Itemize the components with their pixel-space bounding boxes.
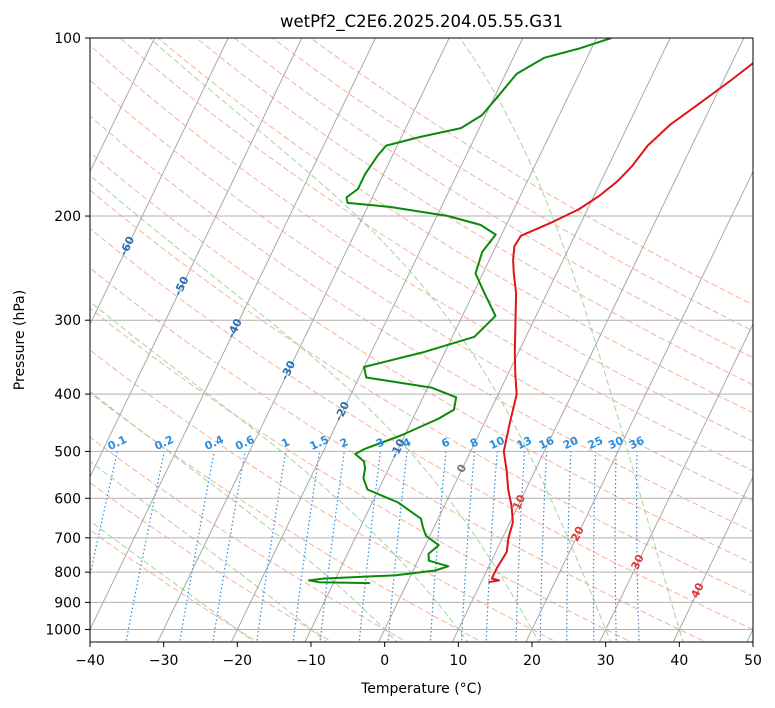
mixing-ratio-line: [614, 451, 617, 642]
mixing-ratio-label: 20: [561, 434, 581, 452]
dewpoint-profile-line: [307, 38, 612, 585]
isotherm-label: 30: [628, 552, 647, 572]
mixing-ratio-line: [515, 451, 526, 642]
isotherm-line: [451, 38, 745, 642]
mixing-ratio-line: [592, 451, 597, 642]
y-tick-label: 500: [54, 444, 81, 460]
isotherm-line: [378, 38, 671, 642]
y-tick-label: 800: [54, 565, 81, 581]
mixing-ratio-line: [90, 451, 119, 579]
y-tick-label: 700: [54, 531, 81, 547]
moist-adiabat: [459, 38, 684, 642]
isotherm-line: [90, 38, 303, 479]
x-tick-label: 50: [744, 653, 762, 669]
y-tick-label: 1000: [45, 622, 81, 638]
mixing-ratio-label: 36: [627, 434, 647, 452]
skewed-isotherm-gridlines: [90, 38, 753, 642]
y-axis-ticks: 100 200 300 400 500 600 700 800 900 1000: [45, 31, 90, 638]
isotherm-line: [599, 323, 753, 642]
profile-series: [307, 38, 753, 585]
mixing-ratio-line: [566, 451, 572, 642]
dry-adiabat: [90, 44, 753, 472]
dry-adiabat: [90, 79, 753, 502]
y-axis-title: Pressure (hPa): [12, 290, 28, 390]
moist-adiabat: [90, 300, 469, 642]
x-axis-ticks: −40 −30 −20 −10 0 10 20 30 40 50: [75, 642, 762, 669]
plot-area: -100-90-80-70-60-50-40-30-20-10010203040…: [90, 38, 753, 642]
mixing-ratio-label: 16: [537, 434, 557, 452]
mixing-ratio-label: 13: [515, 434, 534, 452]
dry-adiabat: [90, 267, 707, 642]
dry-adiabat: [157, 38, 753, 414]
dry-adiabat: [90, 115, 753, 533]
mixing-ratio-lines: [90, 451, 640, 642]
y-tick-label: 300: [54, 313, 81, 329]
isotherm-line: [672, 475, 753, 642]
x-tick-label: 0: [380, 653, 389, 669]
isotherm-label: 40: [688, 580, 707, 600]
dry-adiabat: [119, 38, 753, 442]
x-tick-label: 30: [597, 653, 615, 669]
isotherm-line: [230, 38, 524, 642]
dry-adiabat: [90, 189, 753, 597]
temperature-profile-line: [488, 62, 753, 584]
isotherm-line: [157, 38, 450, 642]
dry-adiabat: [233, 38, 753, 359]
mixing-ratio-line: [179, 451, 215, 642]
isotherm-line: [90, 38, 377, 631]
dry-adiabat: [271, 38, 753, 332]
x-tick-label: 10: [449, 653, 467, 669]
mixing-ratio-line: [636, 451, 640, 642]
isotherm-line: [304, 38, 598, 642]
y-tick-label: 900: [54, 595, 81, 611]
x-tick-label: 40: [670, 653, 688, 669]
mixing-ratio-label: 30: [606, 434, 626, 452]
isotherm-line: [90, 38, 229, 326]
mixing-ratio-line: [539, 451, 548, 642]
y-tick-label: 600: [54, 491, 81, 507]
y-tick-label: 400: [54, 387, 81, 403]
x-tick-label: −10: [296, 653, 326, 669]
mixing-ratio-line: [460, 451, 476, 642]
x-tick-label: 20: [523, 653, 541, 669]
y-tick-label: 100: [54, 31, 81, 47]
mixing-ratio-label: 25: [586, 434, 605, 452]
x-axis-title: Temperature (°C): [360, 681, 482, 697]
mixing-ratio-line: [485, 451, 498, 642]
plot-frame: [89, 37, 754, 643]
y-tick-label: 200: [54, 209, 81, 225]
isotherm-line: [90, 38, 156, 173]
x-tick-label: −30: [149, 653, 179, 669]
chart-title: wetPf2_C2E6.2025.204.05.55.G31: [280, 12, 563, 32]
x-tick-label: −20: [223, 653, 253, 669]
dry-adiabat: [90, 151, 753, 564]
isotherm-label: 10: [510, 492, 529, 512]
isotherm-line: [525, 170, 753, 642]
x-tick-label: −40: [75, 653, 105, 669]
isotherm-label: 20: [568, 524, 587, 544]
mixing-ratio-label: 10: [487, 434, 507, 452]
